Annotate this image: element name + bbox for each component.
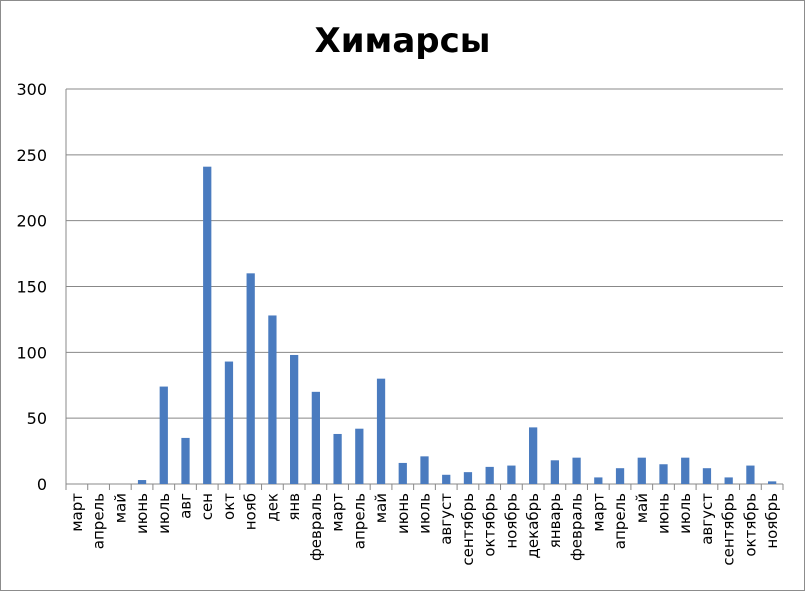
bar: [224, 361, 234, 484]
x-tick-label: декабрь: [524, 493, 542, 558]
y-axis-tick-labels: 0 50 100 150 200 250 300: [16, 80, 47, 494]
bar: [181, 437, 190, 484]
y-tick-label: 150: [16, 278, 47, 297]
bar: [681, 457, 690, 484]
x-tick-label: авг: [177, 493, 195, 519]
x-tick-label: дек: [263, 493, 281, 522]
bar: [768, 481, 777, 484]
x-tick-label: май: [111, 493, 129, 523]
bar: [159, 386, 168, 484]
bar: [529, 427, 538, 484]
x-tick-label: сентябрь: [720, 493, 738, 566]
x-tick-label: февраль: [568, 493, 586, 561]
x-tick-label: июнь: [133, 493, 151, 534]
x-tick-label: октябрь: [481, 493, 499, 557]
x-tick-label: январь: [546, 493, 564, 548]
bar: [615, 468, 625, 484]
x-tick-label: нояб: [242, 493, 260, 530]
x-tick-label: март: [68, 493, 86, 532]
chart-title: Химарсы: [314, 21, 491, 61]
y-tick-label: 250: [16, 146, 47, 165]
y-tick-label: 300: [16, 80, 47, 99]
x-axis-tick-labels: март апрель май июнь июль авг сен окт нояб дек янв…: [68, 493, 781, 566]
x-tick-label: окт: [220, 493, 238, 520]
x-tick-label: февраль: [307, 493, 325, 561]
x-tick-label: янв: [285, 493, 303, 521]
bar: [724, 477, 733, 484]
bar: [594, 477, 603, 484]
x-tick-label: июль: [155, 493, 173, 534]
bar: [463, 472, 473, 484]
x-tick-label: май: [633, 493, 651, 523]
bar: [550, 460, 559, 484]
x-tick-label: июнь: [394, 493, 412, 534]
x-tick-label: март: [589, 493, 607, 532]
x-tick-label: октябрь: [741, 493, 759, 557]
x-tick-label: март: [329, 493, 347, 532]
x-tick-label: ноябрь: [763, 493, 781, 549]
x-tick-label: июль: [676, 493, 694, 534]
bar: [290, 354, 299, 484]
bar: [485, 466, 494, 484]
bar: [203, 166, 212, 484]
x-tick-label: июнь: [655, 493, 673, 534]
x-tick-label: ноябрь: [502, 493, 520, 549]
bar: [333, 433, 342, 484]
x-tick-label: апрель: [611, 493, 629, 549]
x-tick-label: август: [437, 493, 455, 545]
bar: [637, 457, 646, 484]
x-tick-label: август: [698, 493, 716, 545]
bar: [420, 456, 429, 484]
bar: [311, 391, 320, 484]
gridlines: [66, 88, 783, 419]
bar: [746, 465, 755, 484]
y-tick-label: 100: [16, 343, 47, 362]
x-tick-label: май: [372, 493, 390, 523]
x-tick-label: апрель: [350, 493, 368, 549]
x-tick-label: июль: [416, 493, 434, 534]
bar: [702, 468, 712, 484]
y-tick-label: 50: [27, 409, 47, 428]
bar: [398, 462, 407, 484]
bar: [268, 315, 277, 484]
x-tick-label: апрель: [90, 493, 108, 549]
bars: [137, 166, 777, 484]
axes: [65, 89, 784, 490]
bar: [659, 464, 668, 484]
bar: [442, 474, 451, 484]
x-tick-label: сентябрь: [459, 493, 477, 566]
bar: [507, 465, 516, 484]
bar: [572, 457, 581, 484]
bar: [376, 378, 386, 484]
y-tick-label: 0: [37, 475, 47, 494]
bar: [137, 480, 147, 484]
x-tick-label: сен: [198, 493, 216, 520]
bar: [355, 428, 364, 484]
y-tick-label: 200: [16, 212, 47, 231]
bar: [246, 273, 255, 484]
